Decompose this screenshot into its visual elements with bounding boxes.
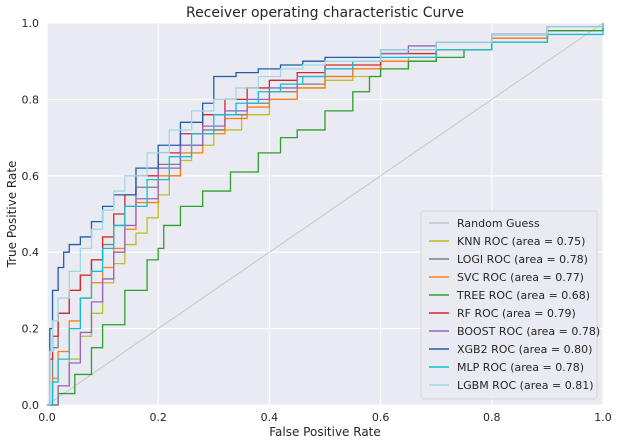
y-tick-label: 0.4 <box>22 246 40 259</box>
legend-label: LOGI ROC (area = 0.78) <box>457 253 588 266</box>
x-tick-label: 0.4 <box>261 411 279 424</box>
series-lines <box>46 22 604 406</box>
legend-label: Random Guess <box>457 217 540 230</box>
legend: Random Guess KNN ROC (area = 0.75) LOGI RO… <box>420 210 600 400</box>
legend-box <box>420 210 598 400</box>
series-line-0 <box>46 22 604 406</box>
y-tick-label: 0.8 <box>22 93 40 106</box>
x-tick-label: 0.8 <box>483 411 501 424</box>
x-tick-label: 0.6 <box>372 411 390 424</box>
series-line-8 <box>47 23 604 406</box>
legend-label: XGB2 ROC (area = 0.80) <box>457 343 592 356</box>
legend-label: LGBM ROC (area = 0.81) <box>457 379 593 392</box>
chart-title: Receiver operating characteristic Curve <box>186 5 464 21</box>
legend-label: MLP ROC (area = 0.78) <box>457 361 584 374</box>
y-axis-label: True Positive Rate <box>5 161 19 269</box>
legend-label: BOOST ROC (area = 0.78) <box>457 325 600 338</box>
y-tick-label: 0.2 <box>22 323 40 336</box>
legend-label: TREE ROC (area = 0.68) <box>456 289 590 302</box>
x-tick-label: 0.0 <box>38 411 56 424</box>
y-tick-label: 0.6 <box>22 170 40 183</box>
x-tick-label: 1.0 <box>594 411 612 424</box>
series-line-6 <box>47 23 604 406</box>
series-line-9 <box>47 23 604 406</box>
x-tick-label: 0.2 <box>149 411 167 424</box>
legend-label: KNN ROC (area = 0.75) <box>457 235 585 248</box>
tick-labels: 0.0 0.2 0.4 0.6 0.8 1.0 0.0 0.2 0.4 0.6 0.8 1.0 <box>22 17 612 424</box>
legend-label: RF ROC (area = 0.79) <box>457 307 576 320</box>
y-tick-label: 0.0 <box>22 399 40 412</box>
legend-label: SVC ROC (area = 0.77) <box>457 271 584 284</box>
x-axis-label: False Positive Rate <box>269 425 381 439</box>
y-tick-label: 1.0 <box>22 17 40 30</box>
